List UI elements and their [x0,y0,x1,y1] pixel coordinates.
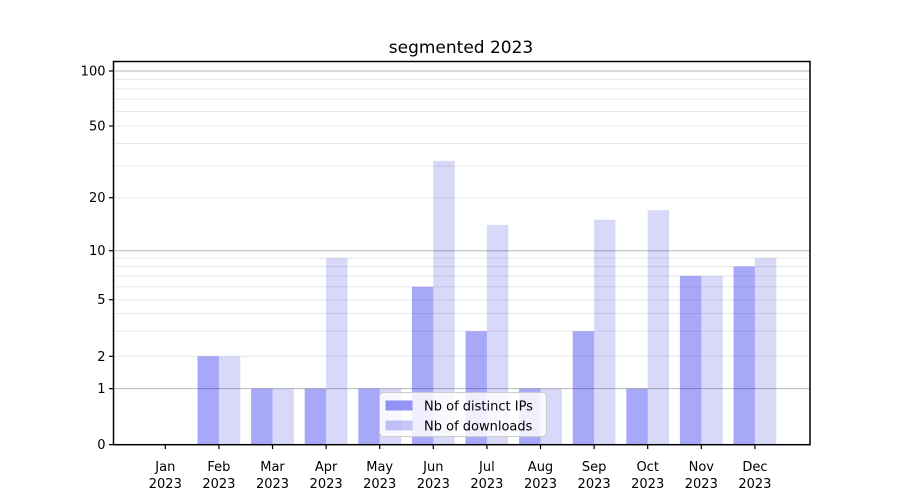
bar-downloads-nov [701,275,723,445]
bar-downloads-sep [594,219,616,445]
x-tick-label-month: Mar [260,460,285,475]
legend-label-downloads: Nb of downloads [424,420,533,435]
x-tick-label-month: Dec [742,460,767,475]
bar-downloads-feb [218,356,241,445]
x-tick-label-year: 2023 [149,477,182,492]
bar-distinct-ips-nov [679,275,702,445]
bar-downloads-dec [754,258,777,445]
x-tick-label-month: Oct [636,460,658,475]
bar-distinct-ips-oct [626,388,648,445]
x-tick-label-month: Jan [154,460,175,475]
bar-downloads-oct [647,210,670,445]
x-tick-label-month: Nov [689,460,715,475]
plot-border [112,60,811,446]
y-tick-label: 5 [97,293,105,308]
legend: Nb of distinct IPs Nb of downloads [379,392,547,437]
legend-box [379,392,547,437]
x-tick-label-month: Jul [478,460,495,475]
bar-distinct-ips-may [358,388,380,445]
legend-swatch-distinct-ips [385,400,413,411]
y-tick-label: 10 [89,244,106,259]
bar-distinct-ips-sep [572,331,595,445]
bar-downloads-apr [326,258,348,445]
gridlines [113,70,810,390]
x-tick-label-year: 2023 [578,477,611,492]
x-tick-label-year: 2023 [631,477,664,492]
x-tick-label-year: 2023 [470,477,503,492]
y-tick-label: 20 [89,191,106,206]
bar-distinct-ips-apr [304,388,327,445]
bar-distinct-ips-feb [197,356,219,445]
y-axis: 0 1 2 5 10 20 50 100 [81,65,114,453]
x-tick-label-month: Apr [315,460,338,475]
x-tick-label-year: 2023 [310,477,343,492]
bar-distinct-ips-mar [251,388,273,445]
y-tick-label: 1 [97,382,105,397]
bar-downloads-mar [272,388,294,445]
y-tick-label: 2 [97,350,105,365]
x-tick-label-month: Feb [207,460,230,475]
legend-swatch-downloads [385,420,413,431]
legend-label-distinct-ips: Nb of distinct IPs [424,400,533,415]
y-tick-label: 100 [81,65,106,80]
bar-downloads-jul [486,224,509,445]
x-tick-label-month: May [366,460,393,475]
x-tick-label-year: 2023 [256,477,289,492]
y-tick-label: 0 [97,438,105,453]
x-tick-label-year: 2023 [202,477,235,492]
x-tick-label-year: 2023 [685,477,718,492]
x-tick-label-year: 2023 [738,477,771,492]
x-tick-label-year: 2023 [524,477,557,492]
x-tick-label-year: 2023 [417,477,450,492]
x-tick-label-month: Sep [582,460,607,475]
chart-title: segmented 2023 [389,38,533,58]
bar-downloads-jun [433,160,455,445]
x-tick-label-month: Aug [528,460,553,475]
y-tick-label: 50 [89,120,106,135]
x-tick-label-year: 2023 [363,477,396,492]
x-axis: Jan 2023 Feb 2023 Mar 2023 Apr 2023 May 2023 Jun 20… [149,444,771,492]
bar-distinct-ips-dec [733,266,755,445]
x-tick-label-month: Jun [422,460,443,475]
